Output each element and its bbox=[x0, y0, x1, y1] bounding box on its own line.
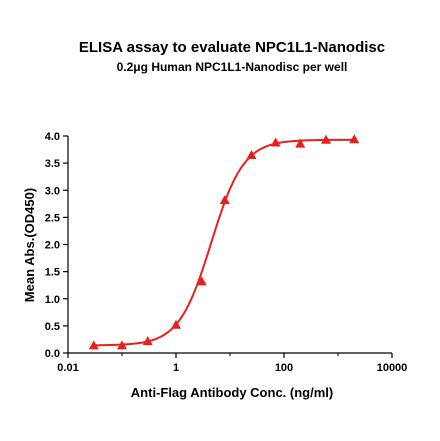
y-tick-label: 1.5 bbox=[45, 267, 60, 279]
y-tick-label: 0.5 bbox=[45, 321, 60, 333]
data-points-layer bbox=[88, 134, 360, 350]
x-tick-label: 1 bbox=[173, 362, 179, 374]
y-tick-label: 3.0 bbox=[45, 185, 60, 197]
chart-subtitle: 0.2μg Human NPC1L1-Nanodisc per well bbox=[117, 60, 348, 74]
data-point bbox=[142, 336, 153, 346]
fit-curve-layer bbox=[93, 138, 355, 347]
chart-title: ELISA assay to evaluate NPC1L1-Nanodisc bbox=[79, 39, 385, 56]
x-tick-label: 10000 bbox=[377, 362, 408, 374]
fit-curve bbox=[93, 138, 355, 347]
y-tick-label: 0.0 bbox=[45, 348, 60, 360]
y-tick-label: 2.0 bbox=[45, 240, 60, 252]
data-point bbox=[246, 149, 257, 159]
x-tick-label: 0.01 bbox=[57, 362, 78, 374]
data-point bbox=[219, 195, 230, 205]
x-tick-label: 100 bbox=[275, 362, 293, 374]
axes: 0.0 0.5 1.0 1.5 2.0 2.5 3.0 3.5 4.0 0.01 1 100 10000 bbox=[45, 131, 408, 374]
y-tick-label: 1.0 bbox=[45, 294, 60, 306]
data-point bbox=[196, 276, 207, 286]
data-point bbox=[349, 134, 360, 144]
x-axis-title: Anti-Flag Antibody Conc. (ng/ml) bbox=[131, 385, 333, 400]
data-point bbox=[117, 340, 127, 350]
y-axis-title: Mean Abs.(OD450) bbox=[22, 188, 37, 302]
data-point bbox=[321, 134, 332, 144]
data-point bbox=[171, 319, 181, 329]
data-point bbox=[270, 137, 281, 147]
data-point bbox=[295, 138, 306, 148]
data-point bbox=[88, 340, 99, 350]
y-tick-label: 4.0 bbox=[45, 131, 60, 143]
y-tick-label: 3.5 bbox=[45, 158, 60, 170]
y-tick-label: 2.5 bbox=[45, 212, 60, 224]
